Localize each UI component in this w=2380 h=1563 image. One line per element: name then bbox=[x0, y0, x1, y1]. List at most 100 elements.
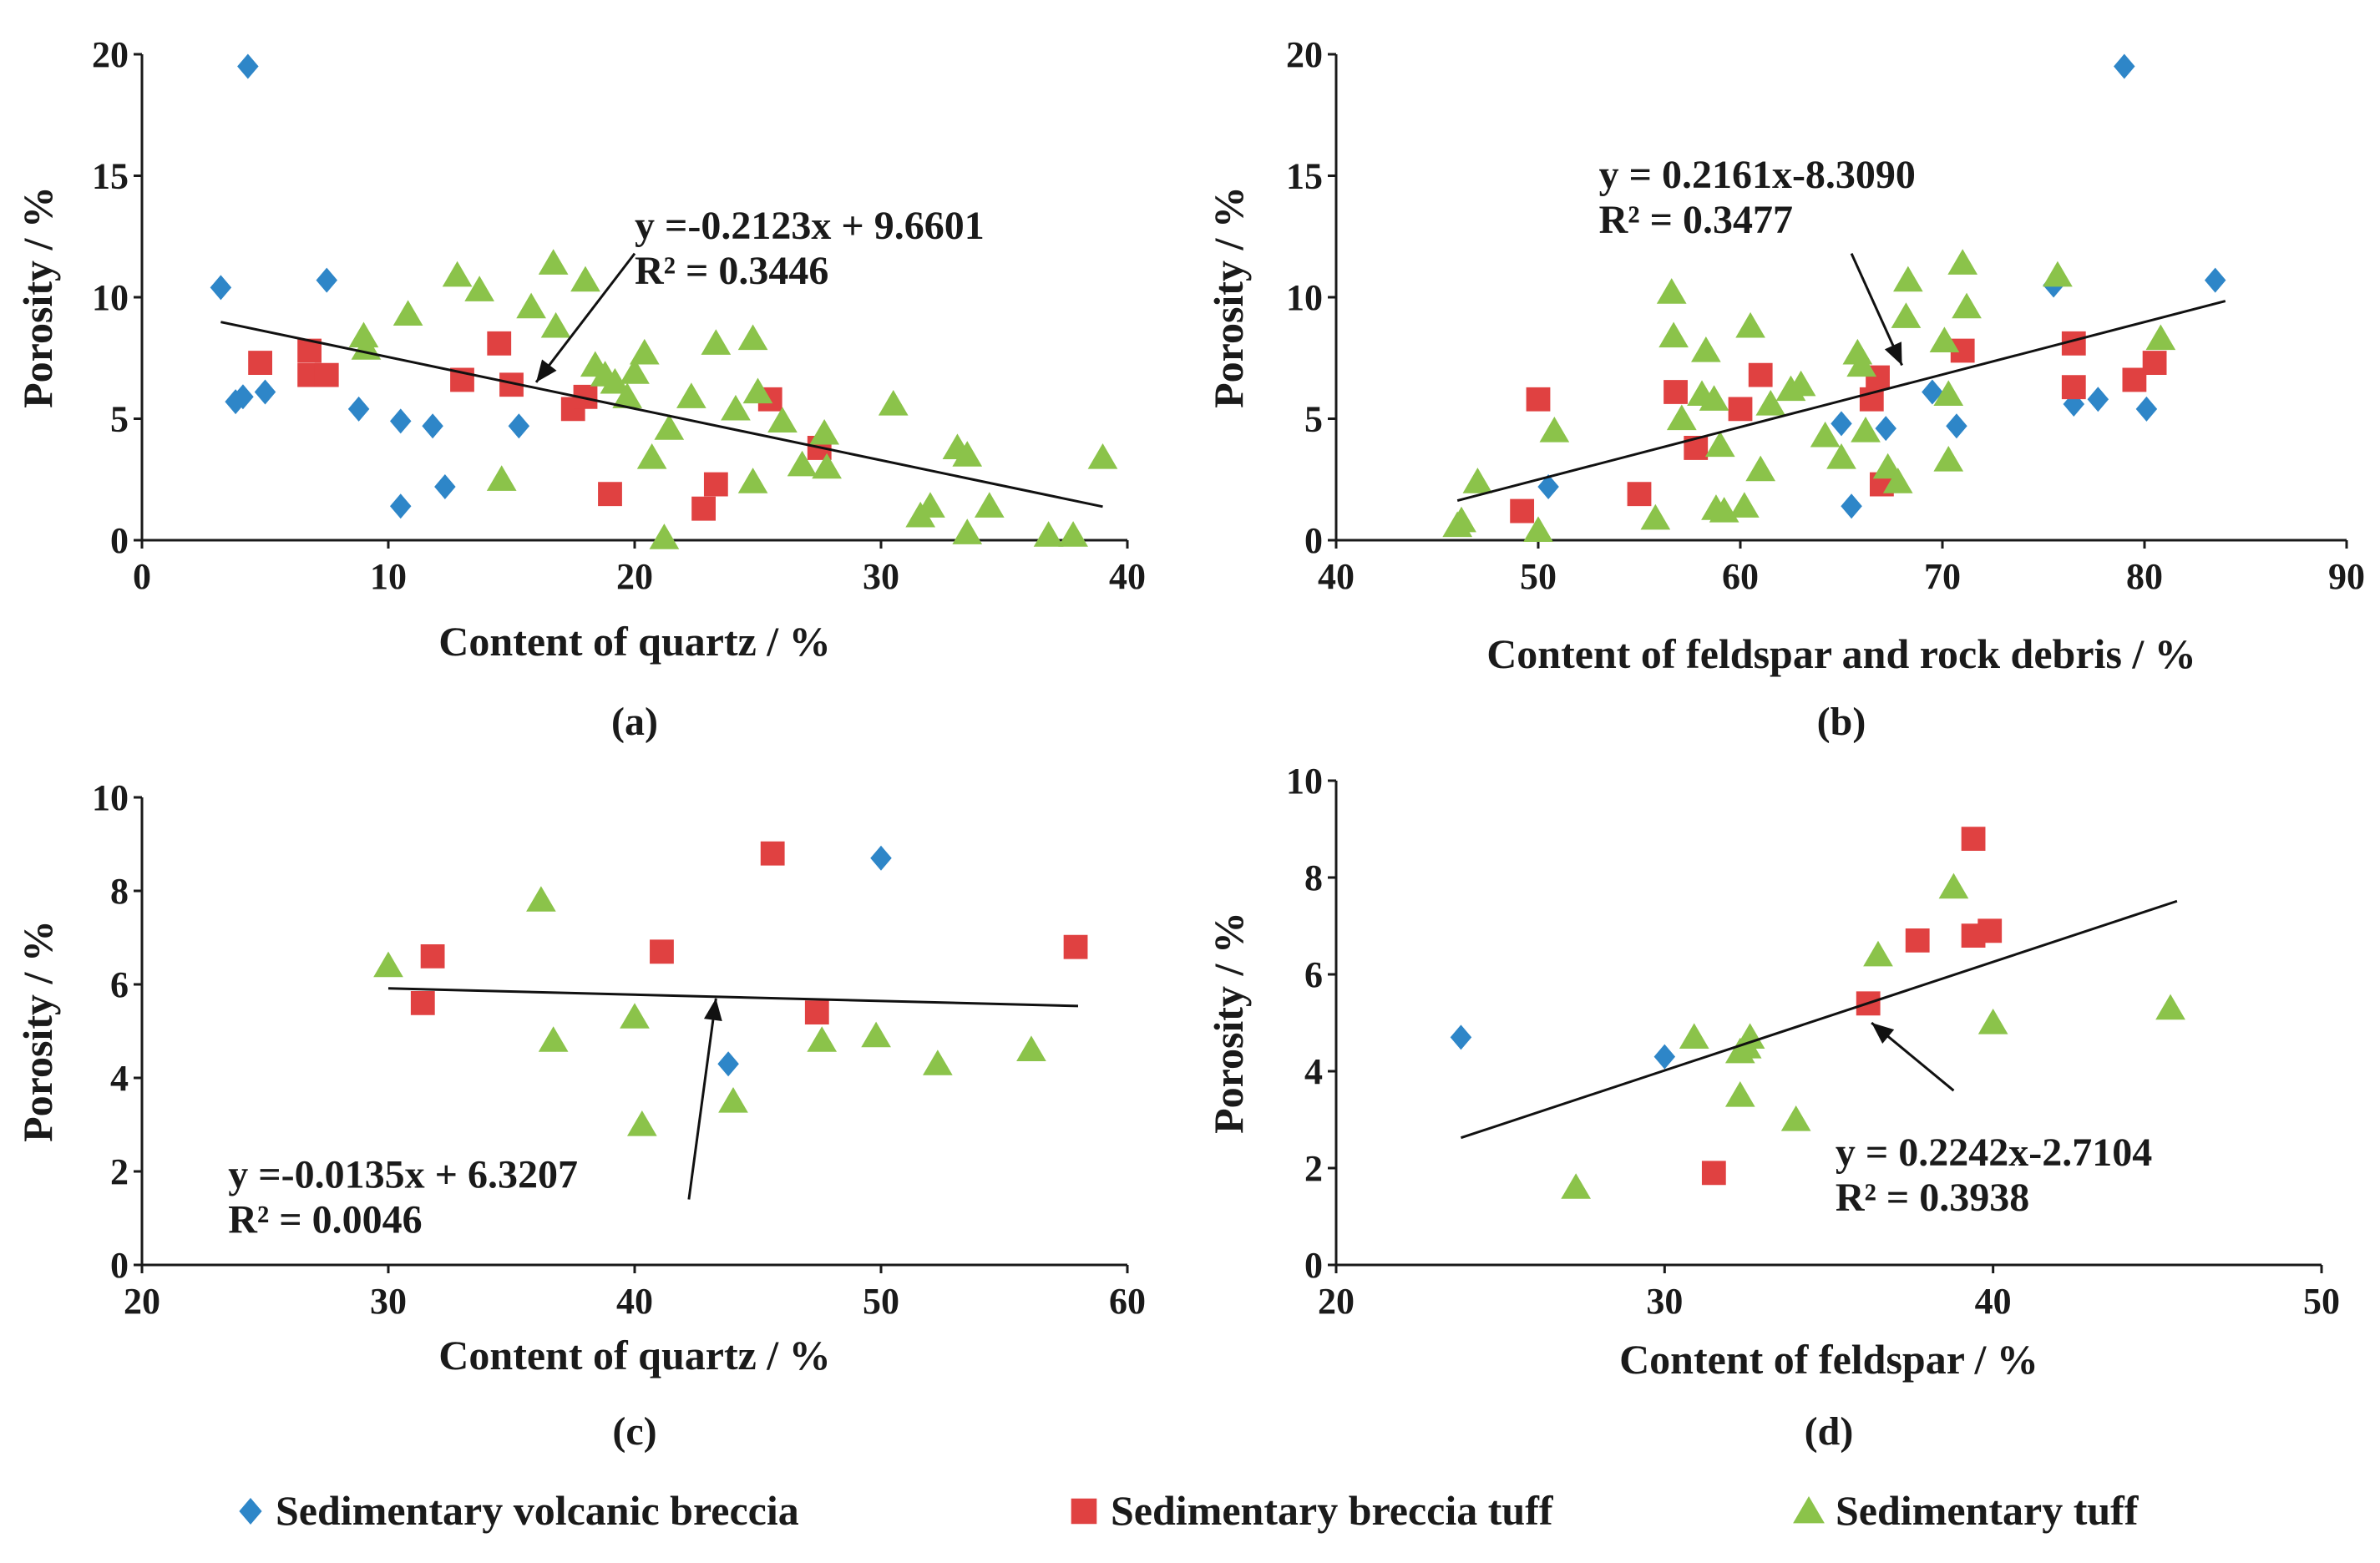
y-tick-label: 8 bbox=[1304, 857, 1323, 898]
x-tick-label: 20 bbox=[124, 1281, 160, 1322]
data-point-triangle bbox=[718, 1087, 748, 1113]
data-point-triangle bbox=[464, 276, 494, 301]
data-point-square bbox=[598, 482, 622, 507]
data-point-diamond bbox=[1450, 1024, 1472, 1050]
x-tick-label: 40 bbox=[1318, 556, 1355, 597]
data-point-triangle bbox=[620, 358, 650, 384]
series-sedimentary-breccia-tuff bbox=[1701, 827, 2003, 1186]
x-tick-label: 0 bbox=[133, 556, 151, 597]
x-tick-label: 20 bbox=[1318, 1281, 1355, 1322]
data-point-triangle bbox=[742, 377, 773, 404]
data-point-triangle bbox=[1929, 326, 1960, 352]
data-point-square bbox=[1748, 362, 1773, 387]
data-point-triangle bbox=[1734, 1023, 1765, 1049]
data-point-diamond bbox=[1653, 1044, 1676, 1070]
data-point-triangle bbox=[600, 367, 630, 394]
x-tick-label: 50 bbox=[1520, 556, 1557, 597]
data-point-triangle bbox=[2155, 994, 2185, 1020]
data-point-square bbox=[2061, 375, 2086, 400]
data-point-square bbox=[420, 944, 445, 969]
data-point-triangle bbox=[1863, 940, 1893, 967]
data-point-triangle bbox=[1658, 321, 1689, 348]
data-point-diamond bbox=[2135, 396, 2158, 422]
y-tick-label: 2 bbox=[1304, 1148, 1323, 1189]
y-tick-label: 0 bbox=[1304, 520, 1323, 561]
x-tick-label: 70 bbox=[1924, 556, 1961, 597]
legend-label: Sedimentary volcanic breccia bbox=[276, 1487, 799, 1534]
data-point-triangle bbox=[737, 324, 768, 351]
x-tick-label: 50 bbox=[863, 1281, 899, 1322]
y-tick-label: 2 bbox=[110, 1151, 129, 1192]
x-tick-label: 30 bbox=[1646, 1281, 1683, 1322]
data-point-diamond bbox=[2114, 53, 2135, 79]
data-point-triangle bbox=[1933, 380, 1964, 406]
annotation-arrow-line bbox=[687, 998, 717, 1200]
data-point-triangle bbox=[1745, 455, 1776, 482]
data-point-triangle bbox=[1539, 417, 1570, 443]
data-point-triangle bbox=[348, 321, 379, 348]
data-point-triangle bbox=[612, 382, 642, 408]
data-point-square bbox=[1684, 436, 1709, 460]
data-point-square bbox=[1961, 827, 1986, 851]
data-point-triangle bbox=[861, 1021, 891, 1048]
data-point-square bbox=[297, 338, 322, 363]
y-tick-label: 8 bbox=[110, 871, 129, 912]
r-squared-value: R² = 0.3938 bbox=[1836, 1176, 2029, 1220]
r-squared-value: R² = 0.0046 bbox=[228, 1198, 422, 1242]
data-point-triangle bbox=[1462, 468, 1493, 493]
data-point-triangle bbox=[1523, 516, 1553, 542]
legend-triangle-marker bbox=[1793, 1496, 1825, 1524]
data-point-triangle bbox=[1933, 445, 1964, 472]
trendline bbox=[1460, 899, 2178, 1140]
regression-equation: y = 0.2242x-2.7104 bbox=[1836, 1131, 2152, 1175]
data-point-triangle bbox=[442, 260, 473, 287]
y-axis-title: Porosity / % bbox=[14, 186, 61, 408]
data-point-square bbox=[1728, 397, 1753, 422]
data-point-triangle bbox=[2145, 324, 2176, 351]
data-point-diamond bbox=[1831, 411, 1852, 437]
data-point-triangle bbox=[676, 382, 706, 408]
data-point-triangle bbox=[1699, 385, 1729, 411]
y-tick-label: 15 bbox=[92, 156, 129, 197]
x-tick-label: 40 bbox=[1109, 556, 1146, 597]
data-point-triangle bbox=[1977, 1009, 2008, 1034]
series-sedimentary-tuff bbox=[1561, 873, 2185, 1199]
data-point-square bbox=[1950, 338, 1975, 363]
y-tick-label: 4 bbox=[1304, 1051, 1323, 1092]
data-point-triangle bbox=[1561, 1173, 1591, 1199]
series-sedimentary-tuff bbox=[373, 886, 1046, 1136]
data-point-diamond bbox=[717, 1051, 739, 1077]
x-axis-title: Content of quartz / % bbox=[438, 1332, 830, 1378]
x-axis-title: Content of feldspar / % bbox=[1619, 1336, 2038, 1383]
y-tick-label: 10 bbox=[1286, 277, 1323, 318]
panel-c: 20 30 40 50 60 0 2 4 6 8 10 Content of quartz / % Po… bbox=[14, 777, 1146, 1454]
data-point-triangle bbox=[1826, 443, 1856, 469]
data-point-triangle bbox=[1891, 302, 1922, 328]
trendline bbox=[387, 987, 1079, 1008]
data-point-square bbox=[573, 384, 598, 409]
regression-equation: y = 0.2161x-8.3090 bbox=[1599, 153, 1916, 197]
data-point-diamond bbox=[422, 413, 443, 439]
data-point-triangle bbox=[526, 886, 556, 912]
x-tick-label: 60 bbox=[1722, 556, 1759, 597]
data-point-diamond bbox=[2204, 267, 2226, 293]
panel-b: 40 50 60 70 80 90 0 5 10 15 20 Content of feldspar … bbox=[1205, 34, 2365, 744]
data-point-triangle bbox=[952, 441, 983, 467]
data-point-triangle bbox=[1882, 468, 1913, 493]
data-point-triangle bbox=[1780, 1105, 1811, 1131]
x-tick-label: 10 bbox=[370, 556, 407, 597]
data-point-triangle bbox=[1679, 1023, 1709, 1049]
data-point-square bbox=[804, 1000, 829, 1024]
x-tick-label: 80 bbox=[2126, 556, 2163, 597]
data-point-square bbox=[314, 362, 339, 387]
data-point-square bbox=[691, 496, 716, 521]
data-point-square bbox=[487, 331, 512, 356]
data-point-triangle bbox=[1640, 503, 1671, 530]
y-tick-label: 10 bbox=[1286, 761, 1323, 802]
data-point-diamond bbox=[390, 408, 412, 434]
y-axis-title: Porosity / % bbox=[14, 920, 61, 1142]
data-point-triangle bbox=[538, 249, 569, 275]
data-point-triangle bbox=[1691, 336, 1721, 362]
data-point-triangle bbox=[1729, 492, 1760, 518]
data-point-square bbox=[499, 372, 524, 397]
